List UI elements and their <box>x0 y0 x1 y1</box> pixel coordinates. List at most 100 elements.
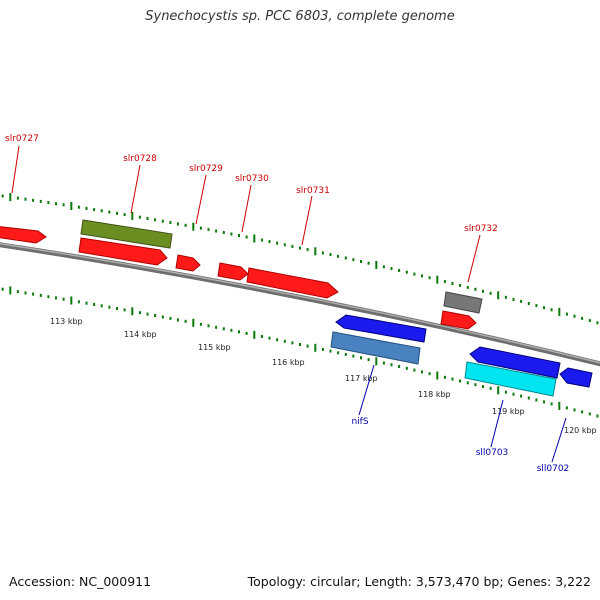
gene-label-slr0732: slr0732 <box>464 224 498 234</box>
scale-minor-tick <box>238 234 240 237</box>
reverse-label-leaders <box>358 364 567 463</box>
scale-minor-tick <box>62 203 65 207</box>
scale-minor-tick <box>283 339 286 343</box>
scale-minor-tick <box>489 386 492 390</box>
scale-major-tick <box>375 357 378 366</box>
scale-minor-tick <box>573 408 576 412</box>
scale-minor-tick <box>230 232 233 236</box>
scale-minor-tick <box>1 194 4 198</box>
topology-text: Topology: circular; Length: 3,573,470 bp… <box>247 574 591 589</box>
scale-minor-tick <box>260 238 263 242</box>
scale-minor-tick <box>466 285 469 289</box>
scale-minor-tick <box>459 283 462 287</box>
scale-minor-tick <box>116 211 118 215</box>
scale-minor-tick <box>466 381 469 385</box>
scale-minor-tick <box>215 325 218 329</box>
scale-major-tick <box>9 286 12 295</box>
scale-minor-tick <box>32 292 35 296</box>
scale-minor-tick <box>520 394 523 398</box>
forward-gene-labels: slr0727 slr0728 slr0729 slr0730 slr0731 … <box>5 134 498 234</box>
gene-arrow <box>80 219 173 249</box>
scale-minor-tick <box>146 312 149 316</box>
scale-minor-tick <box>55 202 57 206</box>
scale-minor-tick <box>344 256 347 260</box>
scale-minor-tick <box>222 327 225 331</box>
scale-minor-tick <box>482 385 484 389</box>
scale-minor-tick <box>138 215 141 219</box>
scale-minor-tick <box>77 300 80 304</box>
scale-minor-tick <box>550 308 553 312</box>
scale-minor-tick <box>543 306 545 310</box>
scale-minor-tick <box>85 206 88 210</box>
scale-minor-tick <box>581 410 584 414</box>
scale-major-tick <box>131 211 134 220</box>
tick-label: 118 kbp <box>418 390 451 399</box>
scale-minor-tick <box>565 312 568 316</box>
scale-minor-tick <box>550 402 553 406</box>
scale-minor-tick <box>184 223 187 227</box>
scale-minor-tick <box>543 400 545 404</box>
scale-minor-tick <box>146 217 149 220</box>
scale-minor-tick <box>47 295 50 299</box>
scale-minor-tick <box>535 398 538 402</box>
scale-minor-tick <box>321 347 324 351</box>
scale-minor-tick <box>413 368 416 372</box>
scale-minor-tick <box>428 372 431 376</box>
map-title: Synechocystis sp. PCC 6803, complete gen… <box>145 9 455 24</box>
scale-minor-tick <box>512 297 515 301</box>
scale-major-tick <box>9 193 12 202</box>
scale-minor-tick <box>390 363 393 367</box>
scale-minor-tick <box>100 304 103 308</box>
tick-label: 120 kbp <box>564 426 597 435</box>
gene-label-sll0703: sll0703 <box>476 448 509 458</box>
scale-minor-tick <box>535 304 538 308</box>
scale-minor-tick <box>222 231 225 234</box>
scale-minor-tick <box>116 307 118 311</box>
scale-minor-tick <box>215 229 218 233</box>
scale-minor-tick <box>443 375 446 379</box>
scale-minor-tick <box>352 354 355 358</box>
scale-minor-tick <box>520 299 523 303</box>
gene-arrow <box>246 267 339 299</box>
gene-arrow <box>78 237 168 266</box>
scale-minor-tick <box>299 246 301 250</box>
scale-minor-tick <box>268 240 271 244</box>
scale-minor-tick <box>93 208 96 212</box>
scale-minor-tick <box>199 226 202 230</box>
scale-minor-tick <box>321 251 324 255</box>
gene-arrow <box>0 226 47 244</box>
scale-minor-tick <box>47 201 50 204</box>
gene-label-slr0729: slr0729 <box>189 164 223 174</box>
scale-minor-tick <box>39 199 42 203</box>
scale-minor-tick <box>32 198 35 202</box>
scale-minor-tick <box>123 213 126 217</box>
gene-label-slr0728: slr0728 <box>123 154 157 164</box>
scale-minor-tick <box>527 396 530 400</box>
scale-minor-tick <box>138 311 141 315</box>
scale-minor-tick <box>161 315 164 319</box>
gene-arrow <box>440 310 477 330</box>
scale-minor-tick <box>596 414 599 418</box>
scale-major-tick <box>558 307 561 316</box>
gene-arrow <box>559 367 593 388</box>
scale-minor-tick <box>291 341 294 345</box>
scale-minor-tick <box>177 222 179 226</box>
gene-label-nifS: nifS <box>351 417 368 427</box>
gene-label-slr0727: slr0727 <box>5 134 39 144</box>
scale-minor-tick <box>474 383 477 387</box>
lower-scale-dots <box>1 286 599 418</box>
scale-minor-tick <box>398 268 401 272</box>
scale-minor-tick <box>276 338 279 342</box>
reverse-genes <box>330 314 593 397</box>
scale-major-tick <box>314 247 317 256</box>
scale-minor-tick <box>360 260 362 263</box>
scale-minor-tick <box>459 379 462 383</box>
scale-minor-tick <box>169 316 172 320</box>
scale-minor-tick <box>276 241 279 245</box>
scale-minor-tick <box>154 218 157 222</box>
scale-major-tick <box>558 401 561 410</box>
scale-minor-tick <box>184 319 187 323</box>
scale-minor-tick <box>1 287 4 291</box>
tick-label: 115 kbp <box>198 343 231 352</box>
